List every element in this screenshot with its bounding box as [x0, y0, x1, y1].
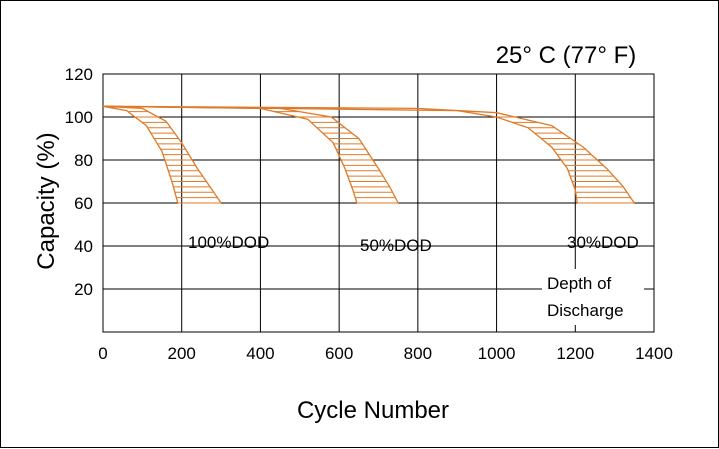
series-50%DOD — [102, 105, 399, 204]
chart-title: 25° C (77° F) — [496, 42, 637, 69]
legend-box — [542, 269, 644, 325]
legend-title-line-1: Depth of — [547, 274, 612, 293]
y-tick-label: 100 — [65, 108, 93, 127]
series-lower-line — [102, 105, 578, 204]
y-tick-label: 20 — [74, 280, 93, 299]
x-tick-label: 200 — [168, 344, 196, 363]
x-axis-label: Cycle Number — [297, 397, 449, 424]
x-tick-label: 1000 — [478, 344, 516, 363]
series-label-50dod: 50%DOD — [360, 236, 432, 255]
y-tick-label: 120 — [65, 65, 93, 84]
series-lower-line — [102, 105, 358, 204]
series-30%DOD — [102, 105, 635, 204]
x-tick-label: 600 — [325, 344, 353, 363]
series-layer — [102, 105, 635, 204]
y-axis-label: Capacity (%) — [33, 132, 60, 269]
series-upper-line — [102, 105, 222, 204]
x-tick-label: 1200 — [556, 344, 594, 363]
series-label-30dod: 30%DOD — [567, 233, 639, 252]
x-tick-label: 0 — [98, 344, 107, 363]
x-tick-label: 800 — [404, 344, 432, 363]
series-100%DOD — [102, 105, 222, 204]
series-label-100dod: 100%DOD — [188, 233, 269, 252]
x-ticks: 0 200 400 600 800 1000 1200 1400 — [98, 344, 673, 363]
x-tick-label: 400 — [246, 344, 274, 363]
y-tick-label: 60 — [74, 194, 93, 213]
legend-title-line-2: Discharge — [547, 301, 624, 320]
y-tick-label: 40 — [74, 237, 93, 256]
y-tick-label: 80 — [74, 151, 93, 170]
y-ticks: 20 40 60 80 100 120 — [65, 65, 93, 299]
x-tick-label: 1400 — [635, 344, 673, 363]
series-lower-line — [102, 105, 179, 204]
series-upper-line — [102, 105, 635, 204]
